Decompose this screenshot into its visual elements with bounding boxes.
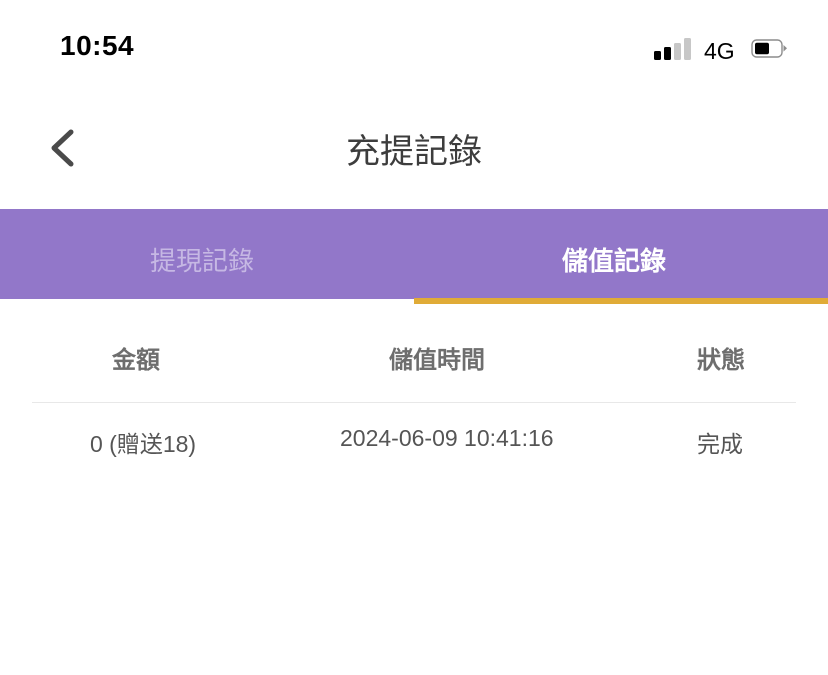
svg-text:4G: 4G (704, 38, 735, 64)
